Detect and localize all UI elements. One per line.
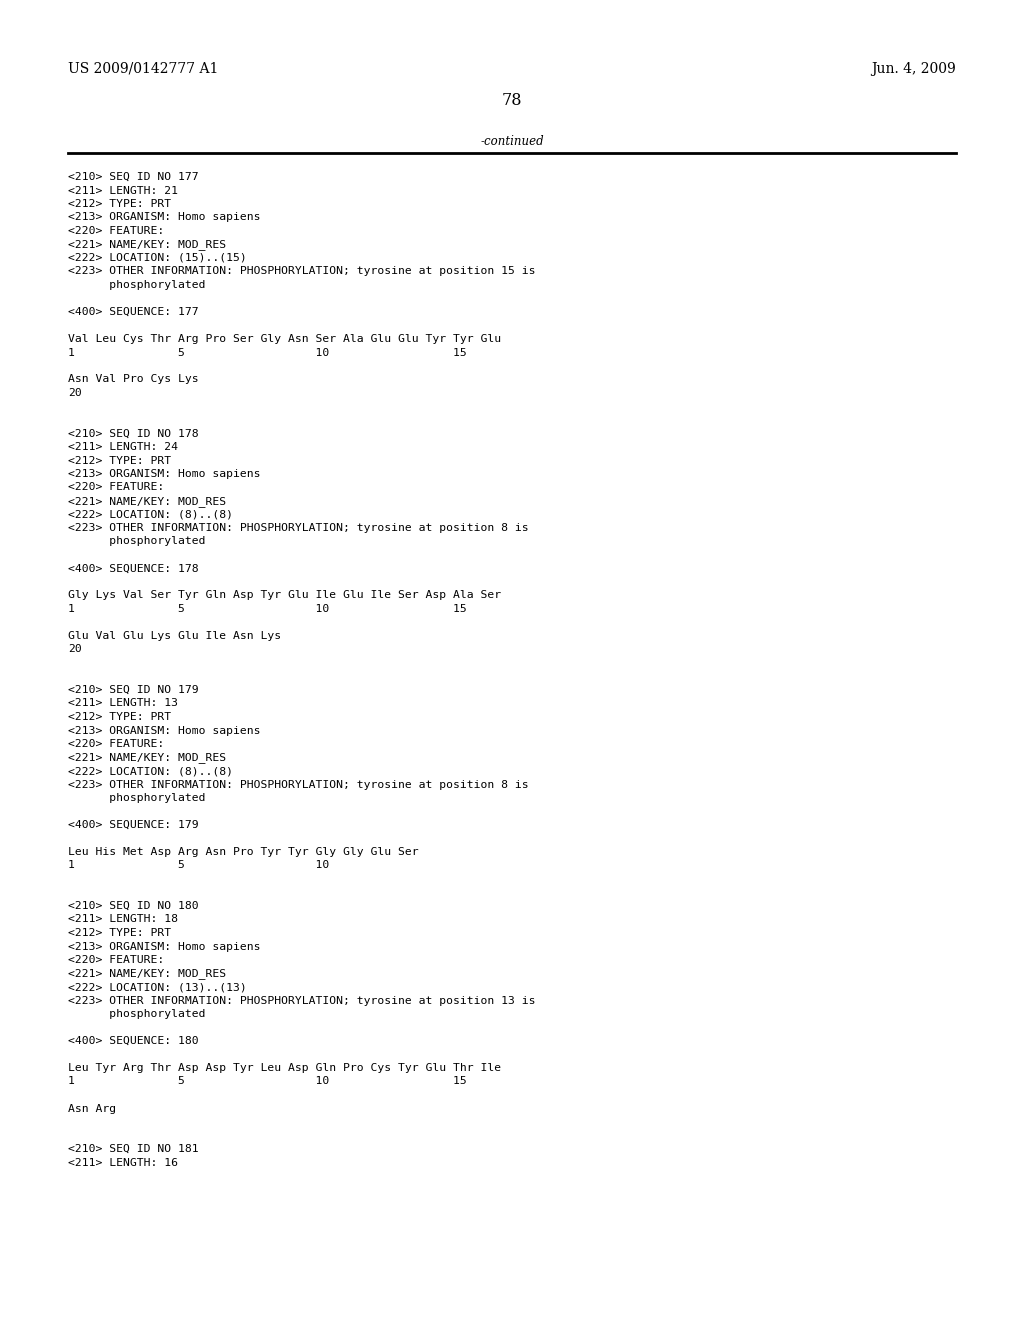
Text: <211> LENGTH: 18: <211> LENGTH: 18 [68,915,178,924]
Text: 1               5                   10: 1 5 10 [68,861,330,870]
Text: <210> SEQ ID NO 181: <210> SEQ ID NO 181 [68,1144,199,1154]
Text: <223> OTHER INFORMATION: PHOSPHORYLATION; tyrosine at position 8 is: <223> OTHER INFORMATION: PHOSPHORYLATION… [68,523,528,533]
Text: 1               5                   10                  15: 1 5 10 15 [68,347,467,358]
Text: <210> SEQ ID NO 178: <210> SEQ ID NO 178 [68,429,199,438]
Text: <212> TYPE: PRT: <212> TYPE: PRT [68,928,171,939]
Text: <213> ORGANISM: Homo sapiens: <213> ORGANISM: Homo sapiens [68,213,260,223]
Text: <400> SEQUENCE: 179: <400> SEQUENCE: 179 [68,820,199,830]
Text: <213> ORGANISM: Homo sapiens: <213> ORGANISM: Homo sapiens [68,726,260,735]
Text: <222> LOCATION: (8)..(8): <222> LOCATION: (8)..(8) [68,510,233,520]
Text: <210> SEQ ID NO 177: <210> SEQ ID NO 177 [68,172,199,182]
Text: <213> ORGANISM: Homo sapiens: <213> ORGANISM: Homo sapiens [68,469,260,479]
Text: <211> LENGTH: 13: <211> LENGTH: 13 [68,698,178,709]
Text: Gly Lys Val Ser Tyr Gln Asp Tyr Glu Ile Glu Ile Ser Asp Ala Ser: Gly Lys Val Ser Tyr Gln Asp Tyr Glu Ile … [68,590,501,601]
Text: <220> FEATURE:: <220> FEATURE: [68,954,164,965]
Text: <213> ORGANISM: Homo sapiens: <213> ORGANISM: Homo sapiens [68,941,260,952]
Text: US 2009/0142777 A1: US 2009/0142777 A1 [68,62,218,77]
Text: <222> LOCATION: (15)..(15): <222> LOCATION: (15)..(15) [68,253,247,263]
Text: Asn Arg: Asn Arg [68,1104,116,1114]
Text: 78: 78 [502,92,522,110]
Text: <221> NAME/KEY: MOD_RES: <221> NAME/KEY: MOD_RES [68,969,226,979]
Text: phosphorylated: phosphorylated [68,280,206,290]
Text: <221> NAME/KEY: MOD_RES: <221> NAME/KEY: MOD_RES [68,496,226,507]
Text: Jun. 4, 2009: Jun. 4, 2009 [871,62,956,77]
Text: <210> SEQ ID NO 179: <210> SEQ ID NO 179 [68,685,199,696]
Text: <211> LENGTH: 24: <211> LENGTH: 24 [68,442,178,451]
Text: <222> LOCATION: (13)..(13): <222> LOCATION: (13)..(13) [68,982,247,993]
Text: 20: 20 [68,388,82,399]
Text: <222> LOCATION: (8)..(8): <222> LOCATION: (8)..(8) [68,766,233,776]
Text: <221> NAME/KEY: MOD_RES: <221> NAME/KEY: MOD_RES [68,752,226,763]
Text: <400> SEQUENCE: 177: <400> SEQUENCE: 177 [68,308,199,317]
Text: <220> FEATURE:: <220> FEATURE: [68,483,164,492]
Text: Leu His Met Asp Arg Asn Pro Tyr Tyr Gly Gly Glu Ser: Leu His Met Asp Arg Asn Pro Tyr Tyr Gly … [68,847,419,857]
Text: -continued: -continued [480,135,544,148]
Text: <211> LENGTH: 16: <211> LENGTH: 16 [68,1158,178,1167]
Text: <212> TYPE: PRT: <212> TYPE: PRT [68,199,171,209]
Text: 1               5                   10                  15: 1 5 10 15 [68,1077,467,1086]
Text: Val Leu Cys Thr Arg Pro Ser Gly Asn Ser Ala Glu Glu Tyr Tyr Glu: Val Leu Cys Thr Arg Pro Ser Gly Asn Ser … [68,334,501,345]
Text: <220> FEATURE:: <220> FEATURE: [68,226,164,236]
Text: phosphorylated: phosphorylated [68,793,206,803]
Text: <212> TYPE: PRT: <212> TYPE: PRT [68,455,171,466]
Text: <221> NAME/KEY: MOD_RES: <221> NAME/KEY: MOD_RES [68,239,226,251]
Text: Asn Val Pro Cys Lys: Asn Val Pro Cys Lys [68,375,199,384]
Text: phosphorylated: phosphorylated [68,1008,206,1019]
Text: Leu Tyr Arg Thr Asp Asp Tyr Leu Asp Gln Pro Cys Tyr Glu Thr Ile: Leu Tyr Arg Thr Asp Asp Tyr Leu Asp Gln … [68,1063,501,1073]
Text: <223> OTHER INFORMATION: PHOSPHORYLATION; tyrosine at position 8 is: <223> OTHER INFORMATION: PHOSPHORYLATION… [68,780,528,789]
Text: <211> LENGTH: 21: <211> LENGTH: 21 [68,186,178,195]
Text: <400> SEQUENCE: 180: <400> SEQUENCE: 180 [68,1036,199,1045]
Text: 20: 20 [68,644,82,655]
Text: <223> OTHER INFORMATION: PHOSPHORYLATION; tyrosine at position 13 is: <223> OTHER INFORMATION: PHOSPHORYLATION… [68,995,536,1006]
Text: <400> SEQUENCE: 178: <400> SEQUENCE: 178 [68,564,199,573]
Text: <212> TYPE: PRT: <212> TYPE: PRT [68,711,171,722]
Text: 1               5                   10                  15: 1 5 10 15 [68,605,467,614]
Text: <220> FEATURE:: <220> FEATURE: [68,739,164,748]
Text: <210> SEQ ID NO 180: <210> SEQ ID NO 180 [68,902,199,911]
Text: Glu Val Glu Lys Glu Ile Asn Lys: Glu Val Glu Lys Glu Ile Asn Lys [68,631,282,642]
Text: <223> OTHER INFORMATION: PHOSPHORYLATION; tyrosine at position 15 is: <223> OTHER INFORMATION: PHOSPHORYLATION… [68,267,536,276]
Text: phosphorylated: phosphorylated [68,536,206,546]
